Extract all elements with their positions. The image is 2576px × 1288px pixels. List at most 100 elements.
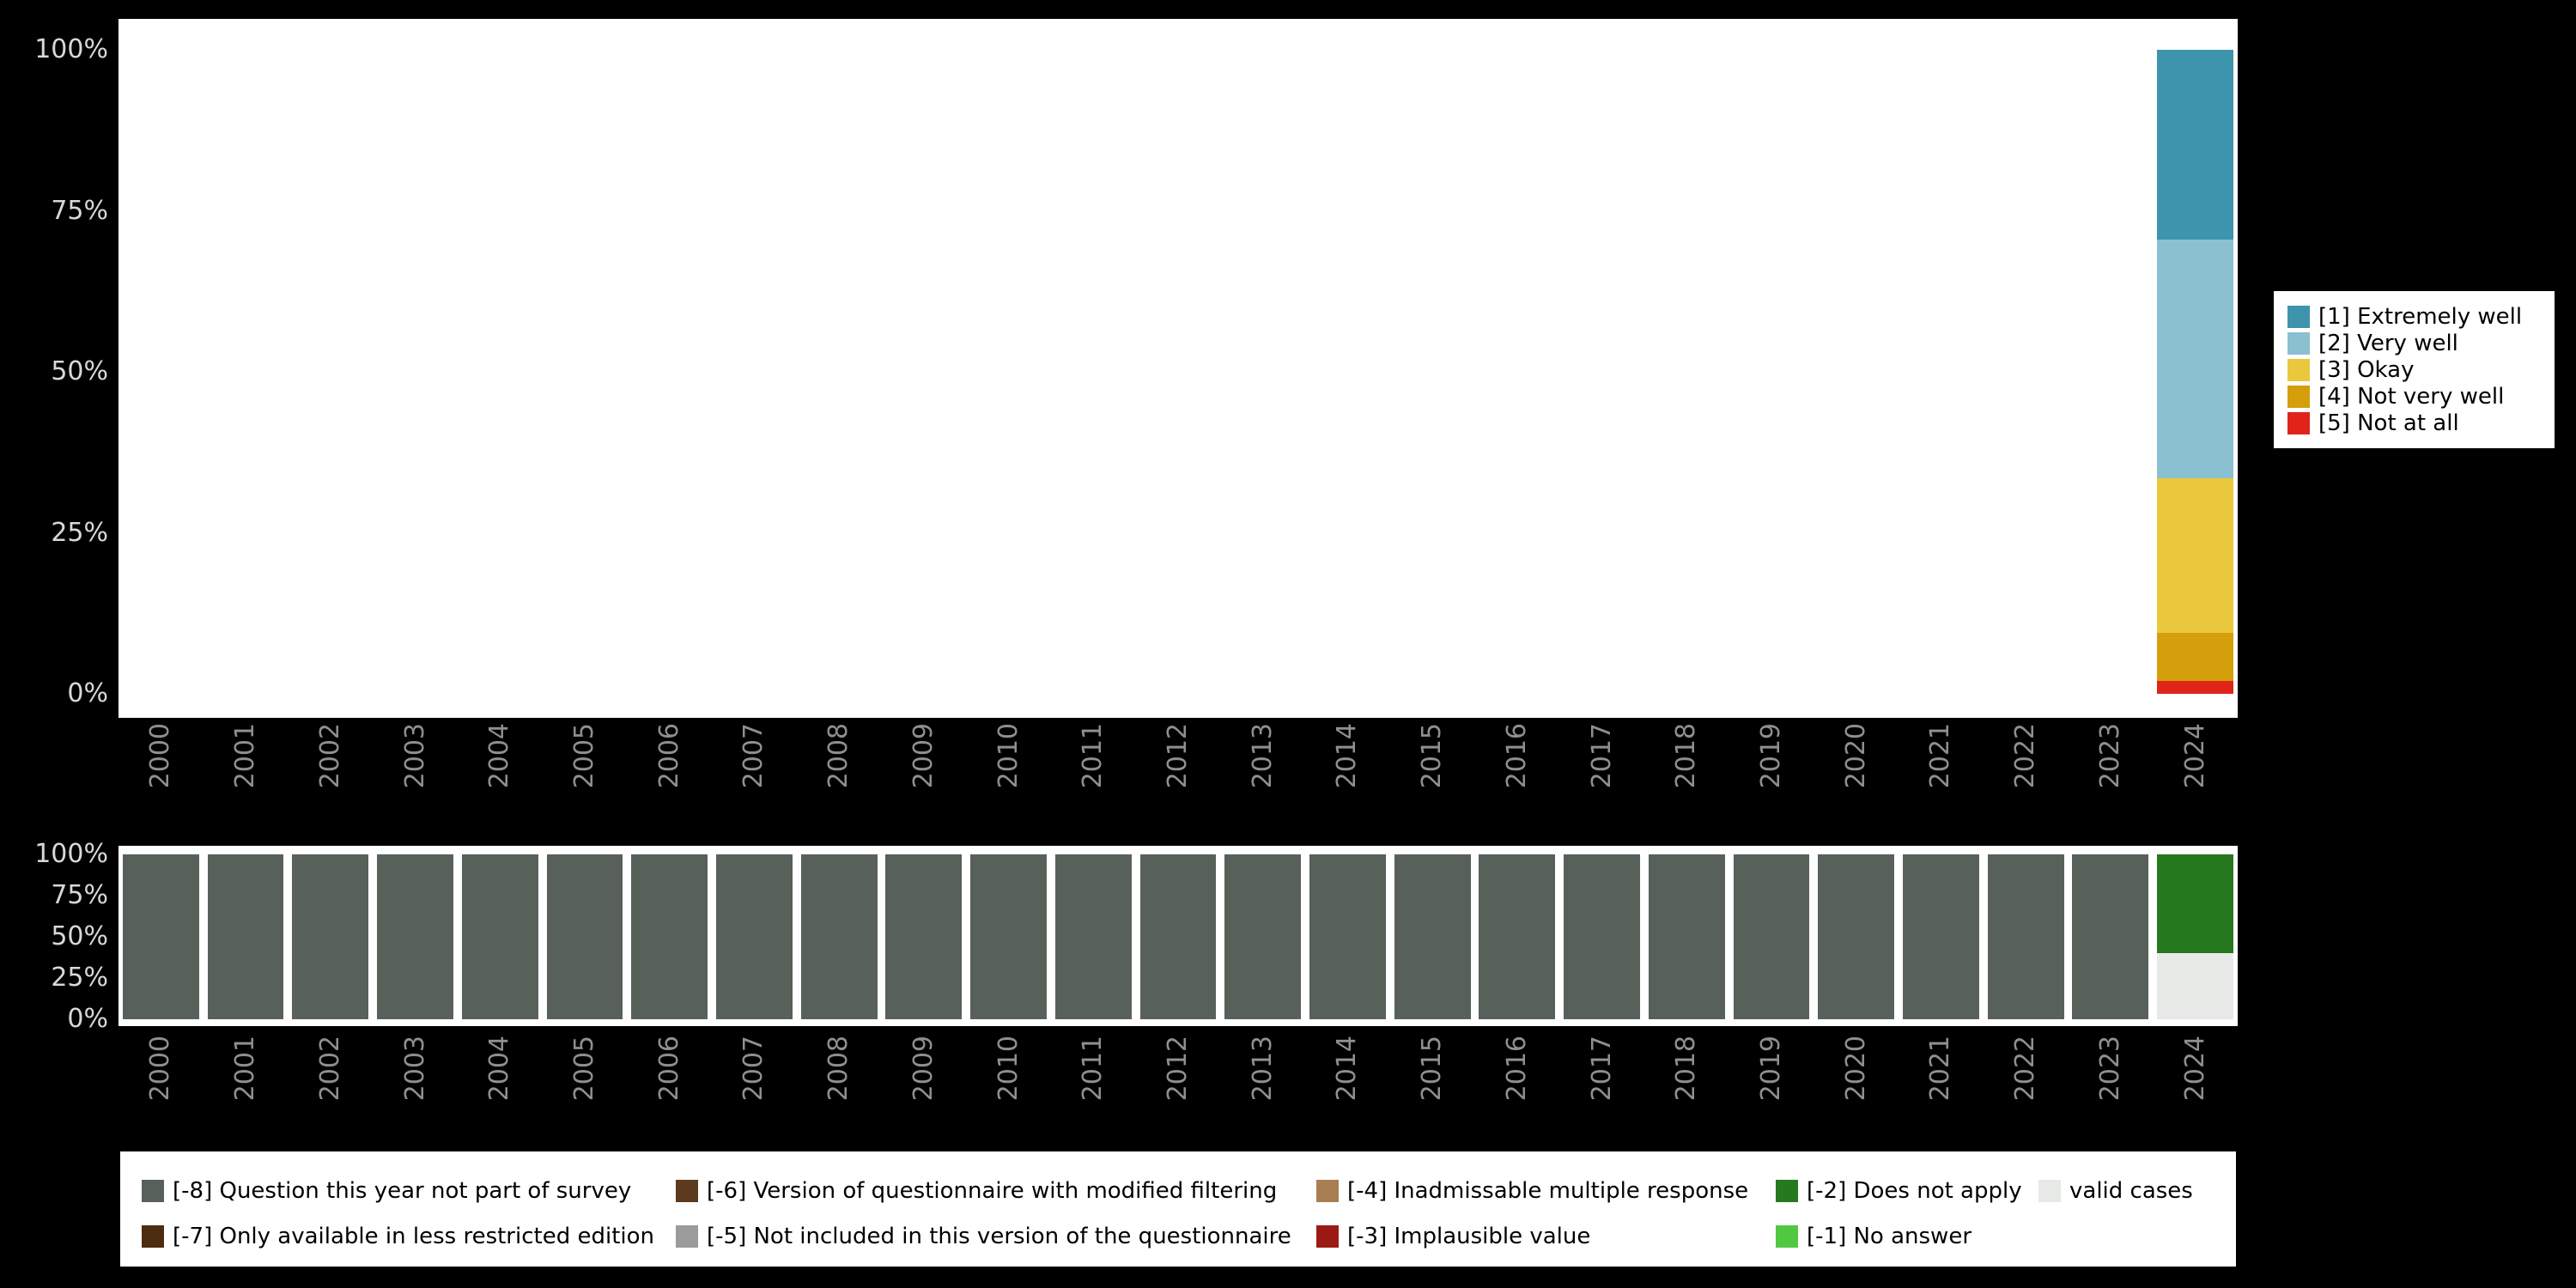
- y-axis-tick-label: 75%: [51, 880, 108, 910]
- x-axis-year-label: 2001: [230, 1036, 261, 1102]
- bar-segment: [970, 854, 1047, 1019]
- legend-swatch: [1316, 1225, 1339, 1248]
- legend-label: [1] Extremely well: [2318, 303, 2523, 330]
- bar-segment: [2157, 953, 2234, 1019]
- x-axis-year-label: 2023: [2094, 1036, 2125, 1102]
- legend-label: [-1] No answer: [1807, 1224, 1972, 1249]
- x-axis-year-label: 2011: [1078, 1036, 1109, 1102]
- x-axis-year-label: 2007: [738, 1036, 769, 1102]
- legend-swatch: [676, 1180, 698, 1202]
- x-axis-year-label: 2008: [823, 1036, 854, 1102]
- x-axis-year-label: 2000: [145, 723, 176, 789]
- x-axis-year-label: 2016: [1501, 723, 1532, 789]
- x-axis-year-label: 2010: [993, 723, 1024, 789]
- values-legend-item: [3] Okay: [2287, 356, 2541, 383]
- bar-segment: [2157, 240, 2234, 478]
- bar-segment: [1309, 854, 1386, 1019]
- x-axis-year-label: 2017: [1586, 1036, 1617, 1102]
- x-axis-year-label: 2002: [314, 723, 345, 789]
- bar-segment: [631, 854, 708, 1019]
- bar-segment: [2157, 854, 2234, 954]
- values-chart-panel: [118, 19, 2238, 718]
- legend-label: [2] Very well: [2318, 330, 2458, 356]
- x-axis-year-label: 2004: [484, 1036, 515, 1102]
- legend-label: [3] Okay: [2318, 356, 2415, 383]
- legend-swatch: [142, 1225, 164, 1248]
- x-axis-year-label: 2009: [908, 723, 939, 789]
- x-axis-year-label: 2010: [993, 1036, 1024, 1102]
- y-axis-tick-label: 50%: [51, 356, 108, 386]
- missing-values-chart-panel: [118, 846, 2238, 1026]
- legend-label: [5] Not at all: [2318, 410, 2459, 436]
- x-axis-year-label: 2019: [1756, 1036, 1787, 1102]
- values-legend-item: [2] Very well: [2287, 330, 2541, 356]
- x-axis-year-label: 2011: [1078, 723, 1109, 789]
- y-axis-tick-label: 100%: [34, 839, 108, 869]
- x-axis-year-label: 2009: [908, 1036, 939, 1102]
- values-legend-item: [4] Not very well: [2287, 383, 2541, 410]
- x-axis-year-label: 2005: [568, 1036, 599, 1102]
- x-axis-year-label: 2003: [399, 723, 430, 789]
- x-axis-year-label: 2013: [1247, 1036, 1278, 1102]
- legend-swatch: [2287, 411, 2310, 434]
- legend-swatch: [142, 1180, 164, 1202]
- x-axis-year-label: 2004: [484, 723, 515, 789]
- bar-segment: [800, 854, 878, 1019]
- legend-label: [-7] Only available in less restricted e…: [173, 1224, 655, 1249]
- x-axis-year-label: 2008: [823, 723, 854, 789]
- x-axis-year-label: 2019: [1756, 723, 1787, 789]
- bar-segment: [1564, 854, 1641, 1019]
- y-axis-tick-label: 25%: [51, 517, 108, 548]
- bar-segment: [1903, 854, 1979, 1019]
- legend-label: [-4] Inadmissable multiple response: [1347, 1178, 1749, 1204]
- bar-segment: [2157, 681, 2234, 694]
- bar-segment: [292, 854, 369, 1019]
- missing-legend-item: [-1] No answer: [1776, 1224, 1971, 1249]
- bar-segment: [715, 854, 793, 1019]
- x-axis-year-label: 2024: [2179, 1036, 2210, 1102]
- bar-segment: [885, 854, 963, 1019]
- missing-legend-item: [-8] Question this year not part of surv…: [142, 1178, 631, 1204]
- legend-label: [-5] Not included in this version of the…: [707, 1224, 1291, 1249]
- bar-segment: [2072, 854, 2149, 1019]
- y-axis-tick-label: 50%: [51, 921, 108, 951]
- x-axis-year-label: 2023: [2094, 723, 2125, 789]
- bar-segment: [1733, 854, 1810, 1019]
- missing-legend-item: [-4] Inadmissable multiple response: [1316, 1178, 1748, 1204]
- bar-segment: [1224, 854, 1302, 1019]
- x-axis-year-label: 2015: [1417, 1036, 1448, 1102]
- bar-segment: [1054, 854, 1132, 1019]
- bar-segment: [1479, 854, 1556, 1019]
- y-axis-tick-label: 0%: [67, 678, 108, 708]
- legend-label: [-6] Version of questionnaire with modif…: [707, 1178, 1278, 1204]
- x-axis-year-label: 2024: [2179, 723, 2210, 789]
- legend-swatch: [2287, 331, 2310, 355]
- bar-segment: [461, 854, 538, 1019]
- legend-swatch: [1316, 1180, 1339, 1202]
- missing-legend-item: [-3] Implausible value: [1316, 1224, 1590, 1249]
- legend-swatch: [1776, 1225, 1798, 1248]
- y-axis-tick-label: 0%: [67, 1004, 108, 1034]
- missing-legend-item: valid cases: [2038, 1178, 2193, 1204]
- values-legend-item: [1] Extremely well: [2287, 303, 2541, 330]
- x-axis-year-label: 2016: [1501, 1036, 1532, 1102]
- bar-segment: [2157, 50, 2234, 240]
- x-axis-year-label: 2014: [1332, 723, 1363, 789]
- y-axis-tick-label: 75%: [51, 195, 108, 226]
- bar-segment: [377, 854, 453, 1019]
- x-axis-year-label: 2022: [2010, 723, 2041, 789]
- values-legend-box: [1] Extremely well [2] Very well [3] Okay[…: [2272, 289, 2556, 450]
- bar-segment: [1394, 854, 1471, 1019]
- legend-swatch: [1776, 1180, 1798, 1202]
- missing-legend-item: [-7] Only available in less restricted e…: [142, 1224, 654, 1249]
- y-axis-tick-label: 100%: [34, 34, 108, 64]
- x-axis-year-label: 2005: [568, 723, 599, 789]
- bar-segment: [2157, 477, 2234, 633]
- legend-label: [4] Not very well: [2318, 383, 2505, 410]
- bar-segment: [2157, 632, 2234, 681]
- x-axis-year-label: 2021: [1925, 1036, 1956, 1102]
- bar-segment: [1987, 854, 2064, 1019]
- legend-swatch: [2287, 385, 2310, 408]
- bar-segment: [1648, 854, 1725, 1019]
